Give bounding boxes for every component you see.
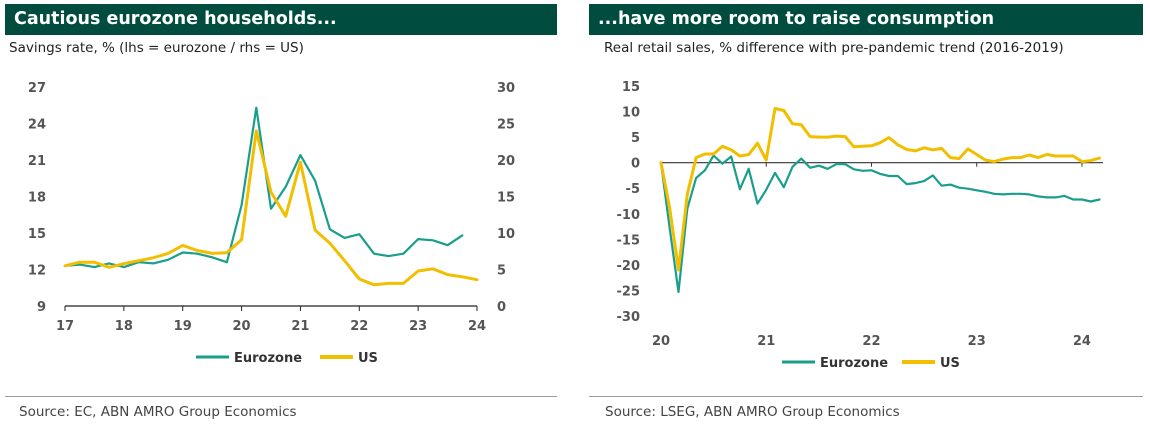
- y-right-tick-label: 10: [497, 227, 515, 242]
- right-chart-title: ...have more room to raise consumption: [589, 4, 1143, 35]
- x-tick-label: 19: [174, 319, 192, 334]
- y-tick-label: 5: [631, 131, 640, 146]
- y-tick-label: -30: [617, 310, 641, 325]
- legend-label-eurozone: Eurozone: [820, 356, 888, 371]
- series-line-eurozone: [659, 154, 1101, 294]
- x-tick-label: 21: [757, 334, 775, 349]
- y-right-tick-label: 30: [497, 81, 515, 96]
- x-tick-label: 20: [652, 334, 670, 349]
- x-tick-label: 21: [291, 319, 309, 334]
- y-right-tick-label: 0: [497, 300, 506, 315]
- x-tick-label: 24: [1073, 334, 1091, 349]
- y-left-tick-label: 24: [28, 118, 46, 133]
- x-tick-label: 20: [233, 319, 251, 334]
- y-left-tick-label: 18: [28, 191, 46, 206]
- x-tick-label: 23: [968, 334, 986, 349]
- y-right-tick-label: 25: [497, 118, 515, 133]
- y-left-tick-label: 9: [37, 300, 46, 315]
- left-chart-subtitle: Savings rate, % (lhs = eurozone / rhs = …: [9, 40, 304, 56]
- y-right-tick-label: 5: [497, 264, 506, 279]
- y-left-tick-label: 15: [28, 227, 46, 242]
- legend-label-us: US: [940, 356, 960, 371]
- y-tick-label: -10: [617, 208, 641, 223]
- right-source-divider: [589, 396, 1143, 397]
- right-retail-sales-chart: 20 21 22 23 24 15 10 5 0 -5 -10 -15 -20 -25 -30 Eurozon…: [617, 80, 1103, 371]
- x-tick-label: 23: [409, 319, 427, 334]
- y-right-tick-label: 15: [497, 191, 515, 206]
- y-tick-label: -15: [617, 233, 641, 248]
- y-tick-label: -20: [617, 259, 641, 274]
- right-chart-subtitle: Real retail sales, % difference with pre…: [604, 40, 1064, 56]
- x-tick-label: 24: [468, 319, 486, 334]
- legend-label-us: US: [358, 351, 378, 366]
- x-tick-label: 22: [862, 334, 880, 349]
- y-left-tick-label: 12: [28, 264, 46, 279]
- y-tick-label: 0: [631, 157, 640, 172]
- right-chart-source: Source: LSEG, ABN AMRO Group Economics: [605, 404, 900, 420]
- x-tick-label: 18: [115, 319, 133, 334]
- x-tick-label: 17: [56, 319, 74, 334]
- x-tick-label: 22: [350, 319, 368, 334]
- y-tick-label: -5: [626, 182, 640, 197]
- left-chart-source: Source: EC, ABN AMRO Group Economics: [19, 404, 297, 420]
- series-line-us: [659, 107, 1101, 272]
- legend-label-eurozone: Eurozone: [234, 351, 302, 366]
- left-savings-rate-chart: 17 18 19 20 21 22 23 24 27 24 21 18 15 12 9 30 25 20 15 10 5…: [28, 81, 515, 366]
- y-left-tick-label: 27: [28, 81, 46, 96]
- y-left-tick-label: 21: [28, 154, 46, 169]
- y-tick-label: -25: [617, 284, 641, 299]
- y-tick-label: 10: [622, 106, 640, 121]
- series-line-us: [63, 129, 479, 287]
- y-tick-label: 15: [622, 80, 640, 95]
- series-line-eurozone: [63, 106, 464, 269]
- left-chart-title: Cautious eurozone households...: [5, 4, 557, 35]
- left-source-divider: [5, 396, 557, 397]
- y-right-tick-label: 20: [497, 154, 515, 169]
